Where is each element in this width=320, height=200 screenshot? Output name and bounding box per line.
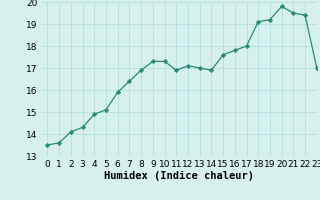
X-axis label: Humidex (Indice chaleur): Humidex (Indice chaleur) bbox=[104, 171, 254, 181]
